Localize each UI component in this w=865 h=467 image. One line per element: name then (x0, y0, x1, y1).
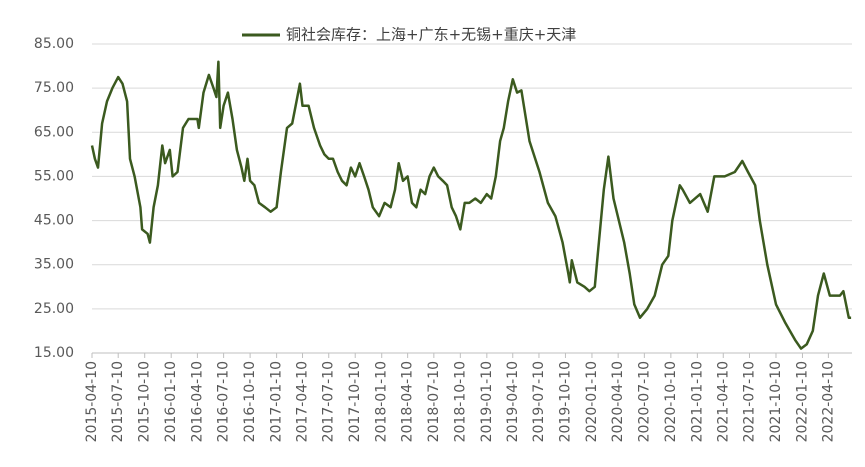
legend-label: 铜社会库存：上海+广东+无锡+重庆+天津 (286, 26, 576, 44)
x-tick-label: 2018-01-10 (374, 361, 390, 442)
y-tick-label: 75.00 (34, 80, 74, 96)
x-tick-label: 2021-07-10 (741, 361, 757, 442)
x-tick-label: 2022-01-10 (794, 361, 810, 442)
y-tick-label: 55.00 (34, 168, 74, 184)
y-tick-label: 45.00 (34, 213, 74, 229)
x-tick-label: 2016-07-10 (216, 361, 232, 442)
x-tick-label: 2018-04-10 (400, 361, 416, 442)
y-tick-label: 35.00 (34, 257, 74, 273)
x-tick-label: 2015-07-10 (110, 361, 126, 442)
y-tick-label: 25.00 (34, 301, 74, 317)
x-tick-label: 2019-04-10 (505, 361, 521, 442)
x-tick-label: 2017-10-10 (347, 361, 363, 442)
x-tick-label: 2017-07-10 (321, 361, 337, 442)
line-series (90, 60, 852, 350)
x-tick-label: 2016-04-10 (189, 361, 205, 442)
x-tick-label: 2018-07-10 (426, 361, 442, 442)
x-tick-label: 2020-10-10 (663, 361, 679, 442)
x-tick-label: 2021-10-10 (768, 361, 784, 442)
x-tick-label: 2016-10-10 (242, 361, 258, 442)
x-tick-label: 2021-04-10 (715, 361, 731, 442)
x-tick-label: 2020-07-10 (636, 361, 652, 442)
x-tick-label: 2022-04-10 (820, 361, 836, 442)
x-tick-label: 2021-01-10 (689, 361, 705, 442)
x-tick-label: 2019-01-10 (479, 361, 495, 442)
x-tick-label: 2019-07-10 (531, 361, 547, 442)
x-tick-label: 2018-10-10 (452, 361, 468, 442)
x-tick-label: 2015-04-10 (84, 361, 100, 442)
y-tick-label: 15.00 (34, 345, 74, 361)
x-tick-label: 2016-01-10 (163, 361, 179, 442)
x-tick-label: 2017-01-10 (269, 361, 285, 442)
y-tick-label: 65.00 (34, 124, 74, 140)
x-tick-label: 2019-10-10 (557, 361, 573, 442)
x-tick-label: 2020-04-10 (610, 361, 626, 442)
x-tick-label: 2017-04-10 (295, 361, 311, 442)
x-tick-label: 2015-10-10 (137, 361, 153, 442)
x-tick-label: 2020-01-10 (584, 361, 600, 442)
y-tick-label: 85.00 (34, 36, 74, 52)
